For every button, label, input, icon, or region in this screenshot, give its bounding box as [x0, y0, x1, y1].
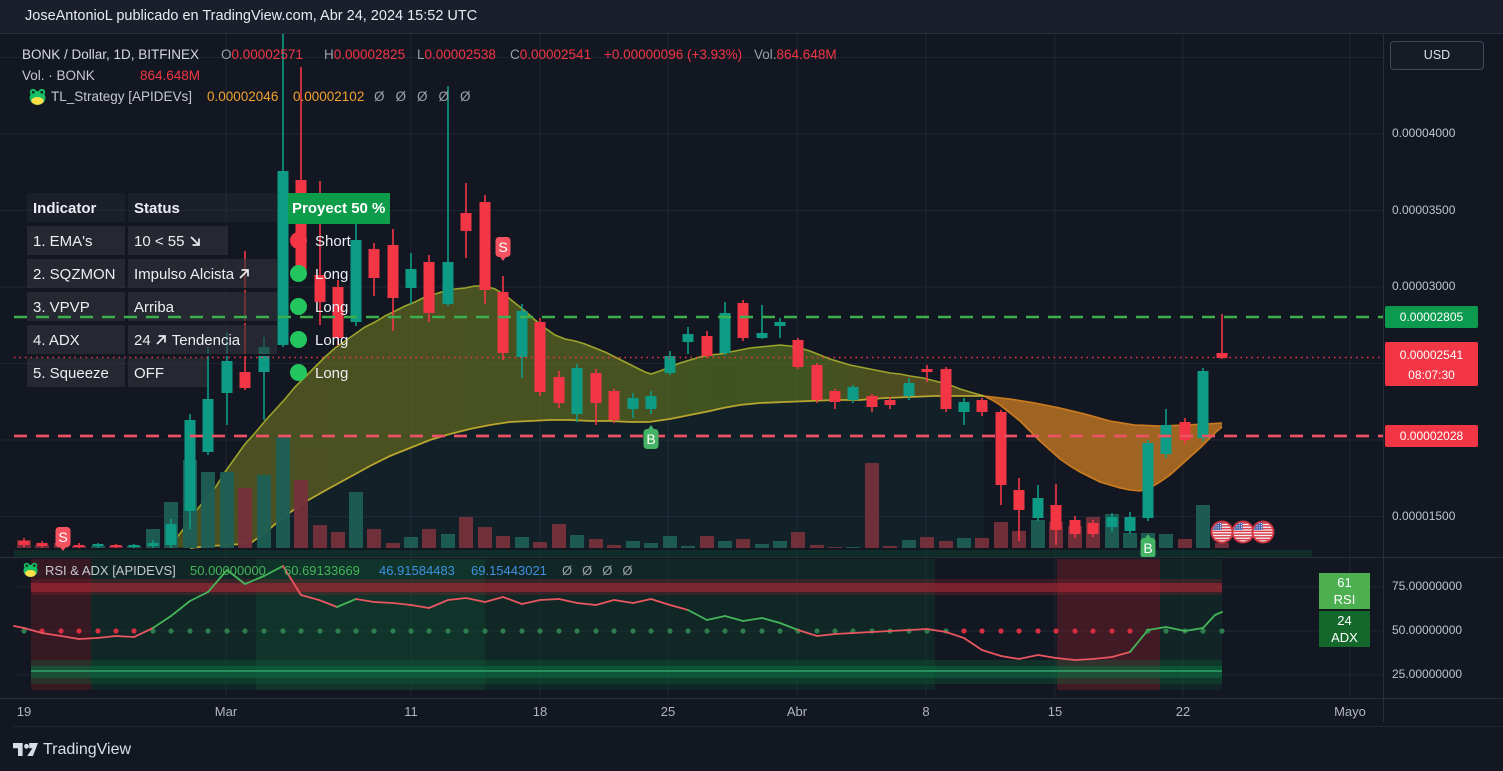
svg-text:S: S: [58, 529, 67, 545]
svg-text:B: B: [646, 431, 655, 447]
svg-text:S: S: [498, 239, 507, 255]
svg-text:B: B: [1143, 540, 1152, 556]
